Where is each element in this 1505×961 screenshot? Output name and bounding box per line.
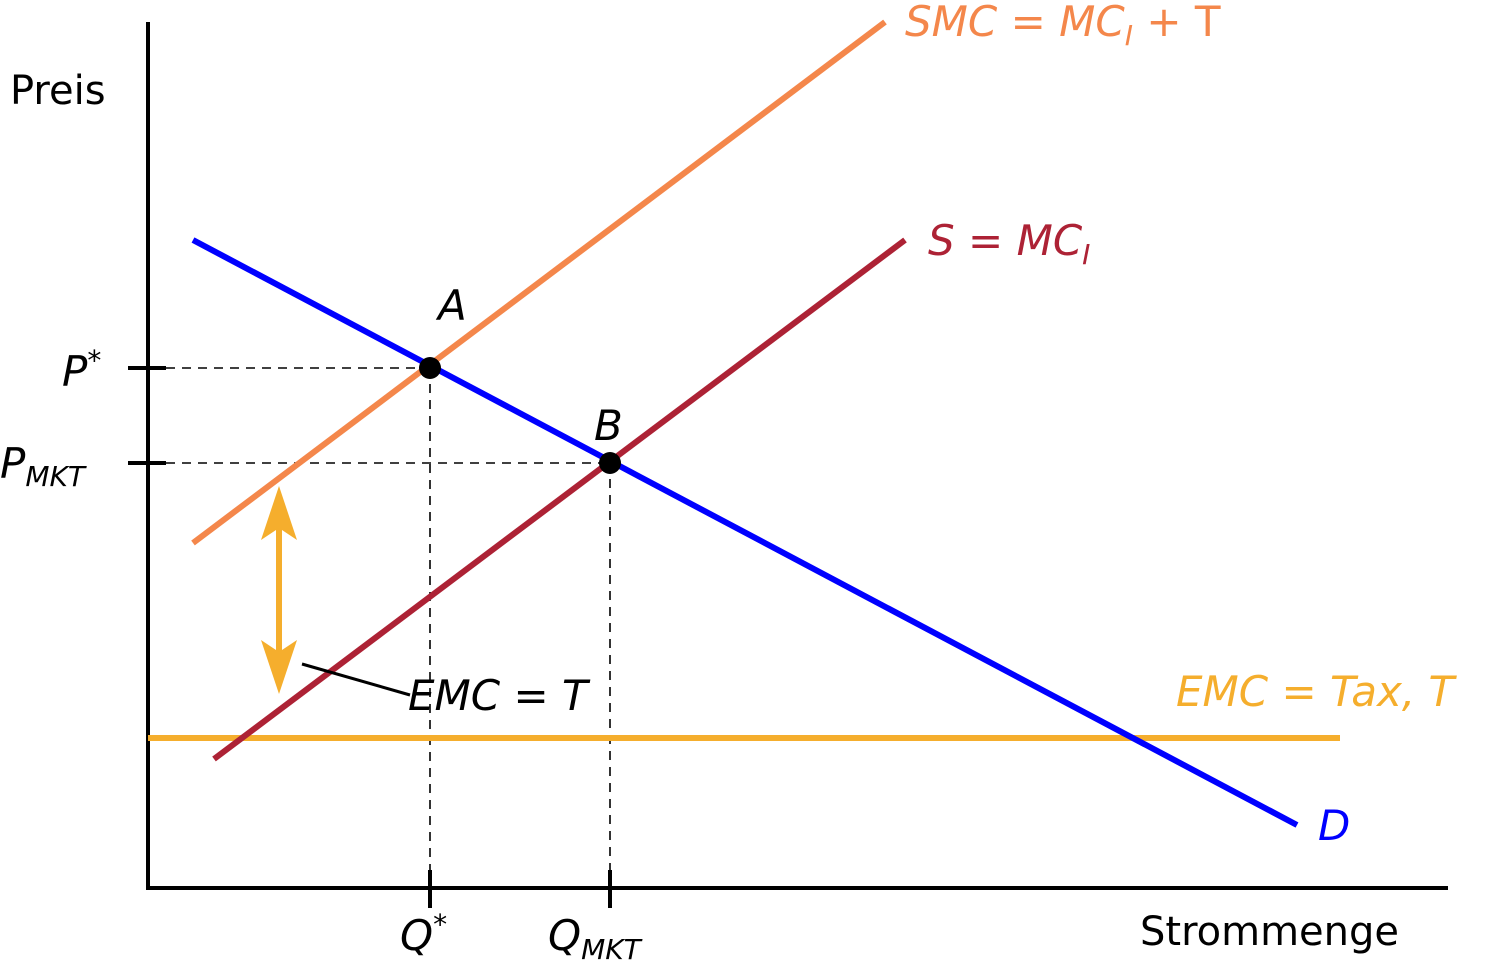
q-star-label: Q* — [400, 908, 447, 960]
demand-curve — [191, 237, 1299, 828]
emc-annotation-leader — [301, 662, 411, 697]
point-b-label: B — [594, 401, 623, 450]
emc-double-arrow — [261, 486, 297, 694]
demand-label: D — [1318, 801, 1350, 850]
emc-line-label: EMC = Tax, T — [1176, 667, 1458, 716]
x-axis-label: Strommenge — [1140, 909, 1399, 955]
p-star-label: P* — [62, 344, 101, 396]
point-a-label: A — [435, 281, 467, 330]
point-b-dot — [599, 452, 621, 474]
emc-annotation: EMC = T — [408, 671, 591, 720]
smc-label: SMC = MCI + T — [905, 0, 1221, 52]
smc-curve — [191, 19, 887, 546]
point-a-dot — [419, 357, 441, 379]
p-mkt-label: PMKT — [0, 439, 87, 493]
y-axis-label: Preis — [10, 68, 106, 114]
q-mkt-label: QMKT — [548, 911, 643, 961]
supply-label: S = MCI — [928, 216, 1090, 271]
